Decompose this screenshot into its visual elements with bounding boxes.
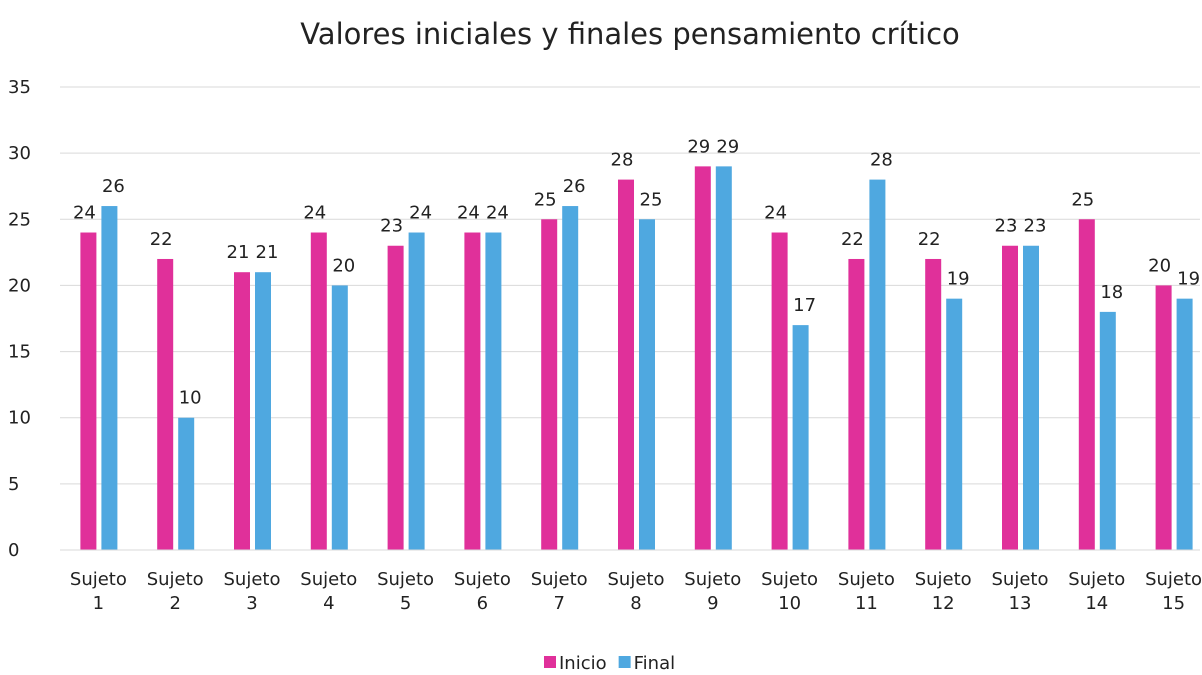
bar [1176,298,1193,550]
x-tick-label: Sujeto 4 [300,569,358,614]
y-tick-label: 20 [8,275,31,296]
bar [331,285,348,550]
data-label: 19 [947,269,970,290]
bar [792,325,809,550]
data-label: 22 [841,229,864,250]
bar [101,206,118,551]
data-label: 25 [1071,189,1094,210]
data-label: 21 [256,242,279,263]
x-tick-label: Sujeto 14 [1068,569,1126,614]
bar [639,219,655,551]
data-label: 10 [179,388,202,409]
chart-title: Valores iniciales y finales pensamiento … [300,17,960,51]
data-label: 21 [227,242,250,263]
bar [541,219,558,551]
data-label: 19 [1177,269,1200,290]
data-label: 23 [1024,216,1047,237]
bar [848,258,865,550]
data-label: 22 [150,229,173,250]
bar [1078,219,1095,551]
bar [408,232,425,550]
data-label: 28 [870,150,893,171]
data-label: 24 [486,203,509,224]
data-label: 20 [1148,255,1171,276]
data-label: 24 [457,203,480,224]
data-label: 29 [716,136,739,157]
bar [715,166,732,550]
bar [869,179,886,550]
x-tick-label: Sujeto 5 [377,569,435,614]
bar [387,245,404,550]
x-tick-label: Sujeto 1 [69,569,127,614]
x-tick-label: Sujeto 7 [530,569,588,614]
data-label: 24 [764,203,787,224]
bar [310,232,327,550]
data-label: 24 [73,203,96,224]
data-label: 20 [332,255,355,276]
bar [234,272,250,550]
data-label: 24 [409,203,432,224]
bar [1023,245,1039,550]
bar [771,232,788,550]
x-tick-label: Sujeto 11 [837,569,895,614]
x-tick-label: Sujeto 15 [1145,569,1202,614]
bar [1155,285,1172,550]
x-tick-label: Sujeto 8 [607,569,665,614]
bar [485,232,502,550]
y-tick-label: 10 [8,408,31,429]
legend-label: Final [634,653,675,674]
data-label: 29 [687,136,710,157]
y-tick-label: 15 [8,342,31,363]
y-tick-label: 30 [8,143,31,164]
bar [562,206,579,551]
x-tick-label: Sujeto 2 [146,569,204,614]
data-label: 22 [918,229,941,250]
y-tick-label: 0 [8,540,19,561]
legend-swatch [544,656,556,668]
bar [80,232,97,550]
x-tick-label: Sujeto 6 [453,569,511,614]
legend-swatch [618,656,631,668]
y-tick-label: 5 [8,474,19,495]
bar [618,179,634,550]
bar [946,298,963,550]
x-tick-label: Sujeto 12 [914,569,972,614]
x-tick-label: Sujeto 10 [761,569,819,614]
y-tick-label: 25 [8,209,31,230]
bar [157,258,174,550]
bar [255,272,271,550]
bar [178,417,195,550]
data-label: 18 [1100,282,1123,303]
data-label: 25 [640,189,663,210]
bar [464,232,481,550]
x-tick-label: Sujeto 3 [223,569,281,614]
data-label: 17 [793,295,816,316]
data-label: 25 [534,189,557,210]
data-label: 23 [995,216,1018,237]
bar [694,166,711,550]
data-label: 24 [303,203,326,224]
data-label: 28 [611,150,634,171]
bar [1002,245,1018,550]
data-label: 23 [380,216,403,237]
legend-label: Inicio [559,653,607,674]
data-label: 26 [102,176,125,197]
data-label: 26 [563,176,586,197]
x-tick-label: Sujeto 9 [684,569,742,614]
x-tick-label: Sujeto 13 [991,569,1049,614]
y-tick-label: 35 [8,77,31,98]
bar [1099,311,1116,550]
bar [925,258,942,550]
